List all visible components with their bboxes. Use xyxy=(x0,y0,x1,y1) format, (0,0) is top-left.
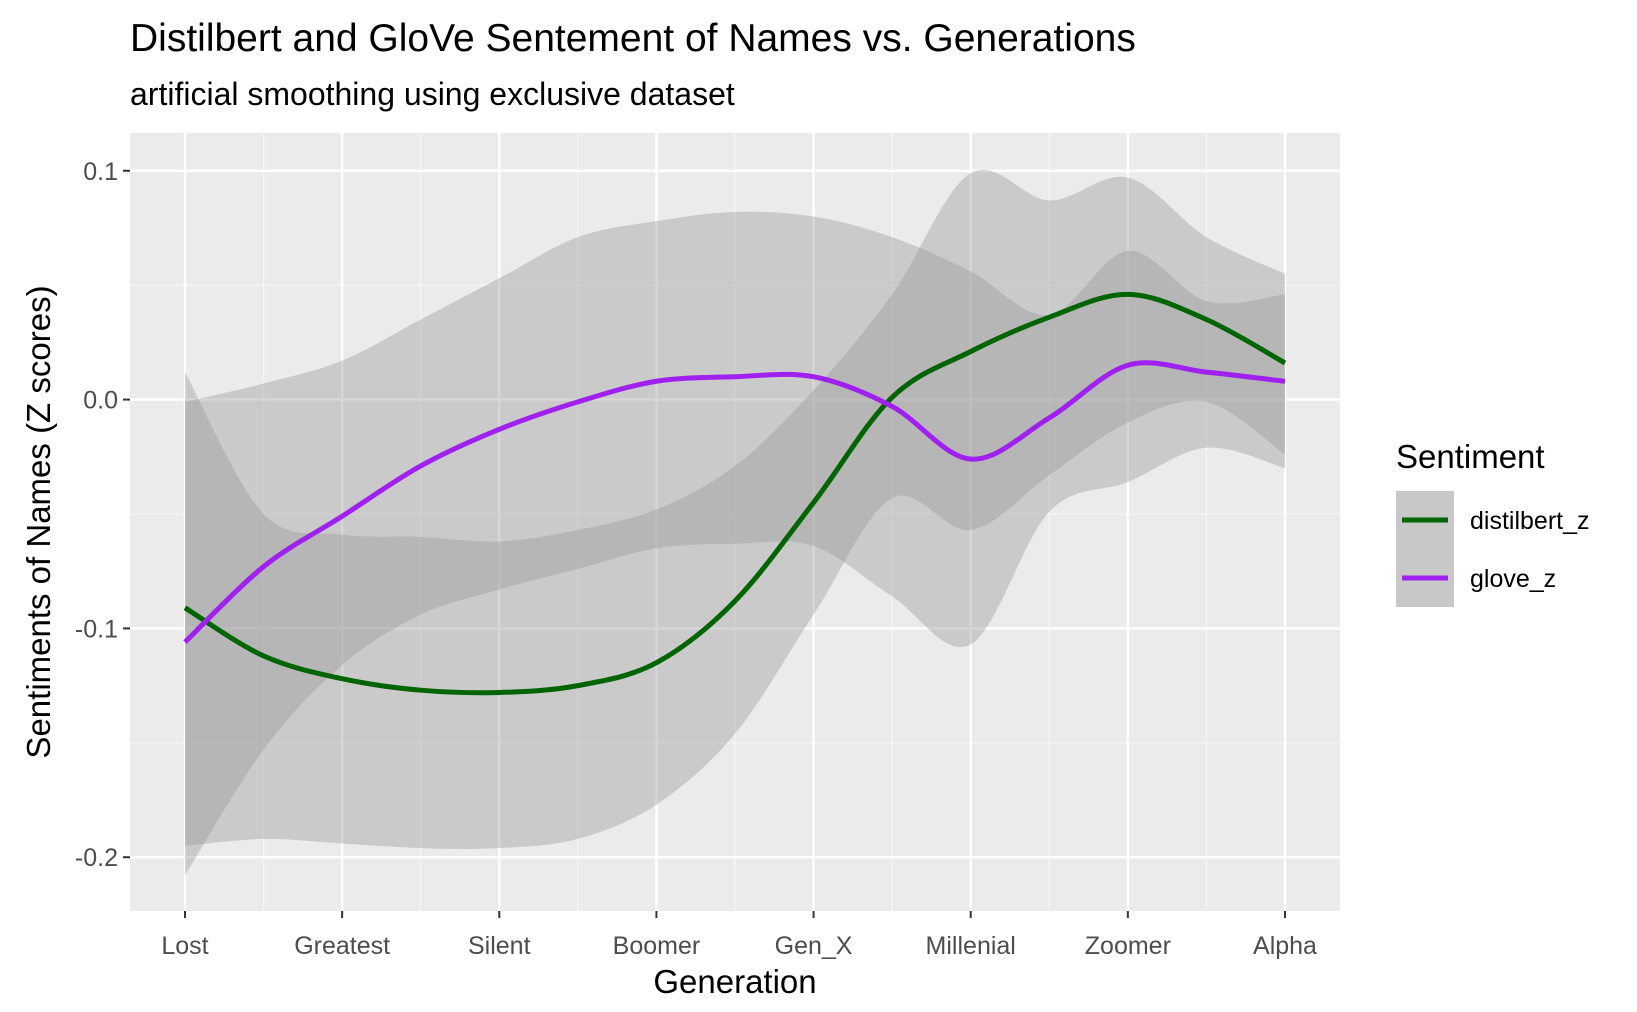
chart-subtitle: artificial smoothing using exclusive dat… xyxy=(130,76,735,112)
legend: Sentiment distilbert_z glove_z xyxy=(1396,438,1590,607)
line-distilbert_z xyxy=(183,291,1287,696)
x-tick-label: Gen_X xyxy=(775,932,853,960)
y-axis-label: Sentiments of Names (Z scores) xyxy=(20,285,57,758)
x-axis-ticks: Lost Greatest Silent Boomer Gen_X Millenial Zo… xyxy=(161,911,1317,960)
line-glove_z xyxy=(183,360,1286,644)
x-axis-label: Generation xyxy=(653,963,816,1000)
x-tick-label: Boomer xyxy=(613,932,701,960)
x-tick-label: Alpha xyxy=(1253,932,1317,960)
x-tick-label: Lost xyxy=(161,932,208,960)
grid-minor xyxy=(130,133,1340,911)
legend-title: Sentiment xyxy=(1396,438,1545,475)
grid-major xyxy=(130,133,1340,911)
y-tick-label: 0.0 xyxy=(83,387,118,415)
series-lines xyxy=(183,291,1287,696)
x-tick-label: Greatest xyxy=(294,932,390,960)
confidence-ribbons xyxy=(185,169,1285,876)
ribbon-glove_z xyxy=(185,211,1285,876)
y-tick-label: -0.2 xyxy=(75,844,118,872)
chart-title: Distilbert and GloVe Sentement of Names … xyxy=(130,17,1136,60)
y-tick-label: -0.1 xyxy=(75,615,118,643)
legend-label-distilbert: distilbert_z xyxy=(1470,507,1590,535)
x-tick-label: Zoomer xyxy=(1085,932,1171,960)
legend-label-glove: glove_z xyxy=(1470,565,1556,593)
y-axis-ticks: -0.2 -0.1 0.0 0.1 xyxy=(75,158,130,872)
ribbon-distilbert_z xyxy=(185,169,1285,849)
x-tick-label: Millenial xyxy=(926,932,1016,960)
x-tick-label: Silent xyxy=(468,932,531,960)
y-tick-label: 0.1 xyxy=(83,158,118,186)
